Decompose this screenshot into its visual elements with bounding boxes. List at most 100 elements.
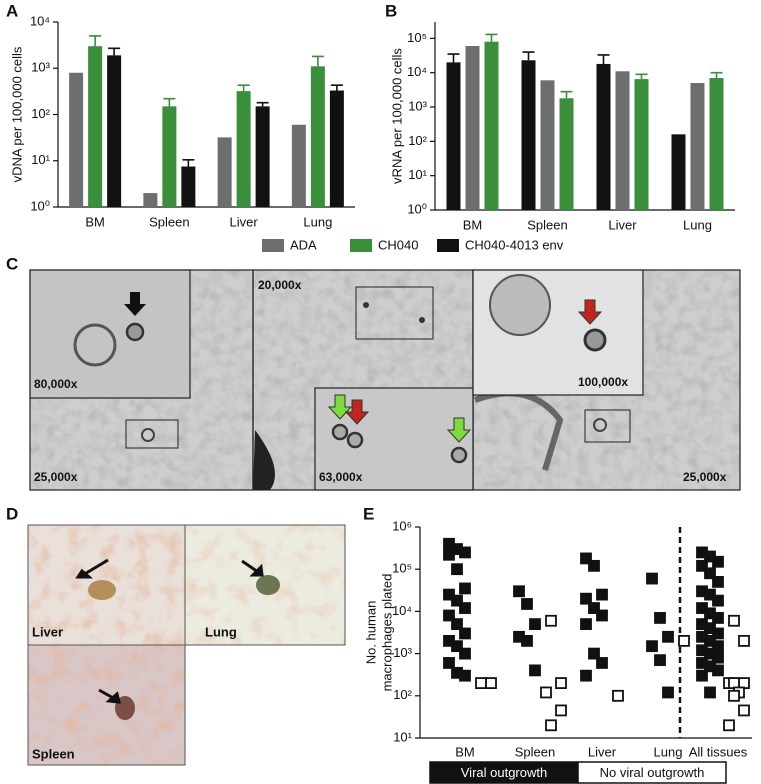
data-point xyxy=(654,612,666,624)
panel-label: E xyxy=(363,504,374,523)
tissue-label: Lung xyxy=(205,624,237,639)
zoom-box xyxy=(355,286,434,340)
x-tick-label: BM xyxy=(85,214,105,229)
error-bar xyxy=(182,158,195,167)
data-point xyxy=(521,598,533,610)
bar xyxy=(709,78,724,210)
panel-label: C xyxy=(6,254,18,273)
x-tick-label: BM xyxy=(463,217,483,232)
tissue-label: Liver xyxy=(32,624,63,639)
x-tick-label: BM xyxy=(455,744,475,759)
error-bar xyxy=(311,55,324,67)
data-point xyxy=(704,567,716,580)
arrow xyxy=(577,299,603,325)
y-tick-label: 10³ xyxy=(31,60,50,75)
data-point xyxy=(728,689,740,702)
data-point xyxy=(580,552,592,565)
error-bar xyxy=(330,84,343,91)
cell-shape xyxy=(253,430,275,490)
x-tick-label: Lung xyxy=(303,214,332,229)
arrow xyxy=(124,292,146,316)
data-point xyxy=(738,704,750,717)
error-bar xyxy=(522,51,535,61)
bar xyxy=(69,72,84,207)
data-point xyxy=(513,585,525,598)
frame xyxy=(184,524,346,646)
bar xyxy=(236,91,251,207)
arrow xyxy=(446,417,472,443)
y-tick-label: 10⁴ xyxy=(392,603,412,618)
micrograph-texture xyxy=(28,645,185,765)
axis-line xyxy=(434,22,735,211)
bar xyxy=(181,166,196,207)
data-point xyxy=(696,669,708,682)
data-point xyxy=(459,602,471,614)
bar xyxy=(162,106,177,207)
data-point xyxy=(712,651,724,664)
cell-shape xyxy=(473,390,564,471)
magnification: 80,000x xyxy=(34,377,78,391)
bar xyxy=(291,124,306,207)
data-point xyxy=(459,627,471,640)
error-bar xyxy=(163,97,176,107)
data-point xyxy=(555,677,567,689)
data-point xyxy=(704,686,716,699)
bar xyxy=(446,62,461,210)
arrow xyxy=(241,559,264,577)
data-point xyxy=(704,588,716,601)
y-tick-label: 10¹ xyxy=(393,729,412,744)
bar xyxy=(255,106,270,207)
data-point xyxy=(712,576,724,588)
legend-label: ADA xyxy=(290,237,317,252)
vesicle xyxy=(73,323,117,367)
virion xyxy=(363,302,369,308)
x-tick-label: Liver xyxy=(608,217,637,232)
magnification: 25,000x xyxy=(683,470,727,484)
data-point xyxy=(529,618,541,631)
bar xyxy=(107,55,122,207)
data-point xyxy=(696,559,708,572)
data-point xyxy=(712,664,724,677)
virion xyxy=(450,446,468,464)
bar xyxy=(634,79,649,211)
data-point xyxy=(443,609,455,622)
axis-line xyxy=(57,22,355,208)
legend-swatch xyxy=(437,239,459,252)
data-point xyxy=(451,618,463,631)
data-point xyxy=(555,704,567,717)
bar xyxy=(671,134,686,210)
data-point xyxy=(728,614,740,627)
bar xyxy=(540,80,555,210)
error-bar xyxy=(485,33,498,42)
virion xyxy=(593,418,607,432)
data-point xyxy=(459,647,471,660)
virion xyxy=(346,431,364,449)
virion xyxy=(583,328,607,352)
y-tick-label: 10³ xyxy=(393,645,412,660)
legend-label: CH040-4013 env xyxy=(465,237,564,252)
bar xyxy=(559,98,574,210)
error-bar xyxy=(560,90,573,99)
y-axis-label: vDNA per 100,000 cells xyxy=(9,46,24,182)
data-point xyxy=(443,548,455,561)
bar xyxy=(88,46,103,208)
y-tick-label: 10⁴ xyxy=(407,64,427,79)
y-tick-label: 10⁴ xyxy=(30,13,50,28)
y-tick-label: 10² xyxy=(393,687,412,702)
data-point xyxy=(588,559,600,572)
zoom-box xyxy=(125,419,179,449)
data-point xyxy=(662,630,674,643)
panel-label: A xyxy=(6,1,18,20)
error-bar xyxy=(237,84,250,92)
data-point xyxy=(712,555,724,568)
data-point xyxy=(580,618,592,631)
data-point xyxy=(588,602,600,614)
data-point xyxy=(596,657,608,669)
legend-box xyxy=(577,761,727,784)
micrograph-panel-c: 80,000x 25,000x 20,000x 63,000x 100,000x… xyxy=(29,269,741,491)
error-bar xyxy=(89,35,102,47)
arrow xyxy=(327,394,353,420)
magnification: 100,000x xyxy=(578,375,628,389)
y-tick-label: 10⁵ xyxy=(392,561,412,576)
